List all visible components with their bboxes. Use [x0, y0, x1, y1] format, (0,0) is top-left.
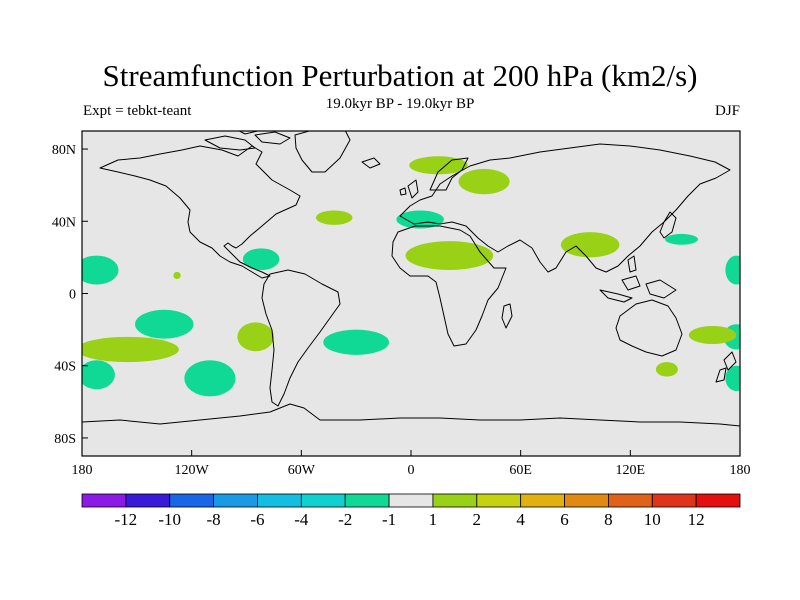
colorbar-swatch	[608, 493, 653, 508]
colorbar-label: -8	[207, 510, 221, 529]
coast-greenland	[294, 131, 351, 173]
colorbar-swatch	[564, 493, 609, 508]
positive-anomaly-region	[458, 168, 510, 195]
colorbar-label: 10	[644, 510, 661, 529]
negative-anomaly-region	[242, 248, 280, 271]
colorbar-swatch	[432, 493, 478, 508]
map-background	[82, 131, 740, 456]
colorbar-swatch	[520, 493, 565, 508]
negative-anomaly-region	[184, 360, 236, 397]
coast-japan	[659, 211, 677, 239]
colorbar-swatch	[81, 493, 127, 508]
negative-anomaly-region	[135, 309, 194, 339]
y-tick-label: 40S	[54, 360, 76, 375]
y-tick-label: 0	[69, 288, 76, 303]
y-tick-label: 80N	[52, 143, 76, 158]
colorbar-label: -4	[294, 510, 309, 529]
colorbar-swatch	[695, 493, 741, 508]
negative-anomaly-region	[323, 329, 390, 355]
negative-anomaly-region	[665, 233, 698, 245]
negative-anomaly-region	[396, 210, 444, 229]
positive-anomaly-region	[315, 210, 353, 225]
colorbar-label: 4	[516, 510, 525, 529]
positive-anomaly-region	[405, 241, 494, 271]
colorbar-label: 2	[473, 510, 482, 529]
positive-anomaly-region	[560, 232, 620, 258]
colorbar-label: -1	[382, 510, 396, 529]
coast-africa	[391, 225, 507, 347]
negative-anomaly-region	[82, 360, 115, 390]
coast-eurasia	[399, 143, 731, 273]
colorbar-swatch	[344, 493, 390, 508]
x-tick-label: 180	[730, 463, 751, 478]
x-axis-ticks: 180 120W 60W 0 60E 120E 180	[72, 450, 751, 478]
colorbar-label: 1	[429, 510, 438, 529]
x-tick-label: 180	[72, 463, 93, 478]
coast-indonesia	[599, 255, 677, 303]
colorbar-swatch	[125, 493, 171, 508]
colorbar-swatch	[651, 493, 697, 508]
colorbar-label: -6	[250, 510, 264, 529]
y-tick-label: 80S	[54, 432, 76, 447]
plot-subtitle: 19.0kyr BP - 19.0kyr BP	[325, 96, 475, 112]
negative-anomaly-region	[725, 255, 740, 285]
colorbar-label: -12	[115, 510, 138, 529]
coastlines	[82, 131, 740, 427]
coast-madagascar	[501, 303, 513, 329]
negative-anomaly-region	[82, 255, 119, 285]
colorbar-label: 6	[560, 510, 569, 529]
coast-antarctica	[82, 403, 740, 427]
anomaly-regions	[82, 156, 740, 397]
x-tick-label: 60W	[288, 463, 316, 478]
coast-south-america	[261, 269, 341, 407]
colorbar-swatch	[388, 493, 434, 508]
colorbar-label: 12	[688, 510, 705, 529]
x-tick-label: 60E	[509, 463, 532, 478]
positive-anomaly-region	[82, 336, 179, 363]
y-axis-ticks: 80N 40N 0 40S 80S	[52, 143, 88, 447]
positive-anomaly-region	[409, 156, 468, 175]
colorbar-label: -10	[158, 510, 181, 529]
colorbar-swatch	[300, 493, 346, 508]
colorbar-swatch	[169, 493, 215, 508]
colorbar-swatch	[476, 493, 522, 508]
x-tick-label: 120W	[175, 463, 210, 478]
positive-anomaly-region	[688, 326, 737, 345]
coast-iceland	[361, 157, 381, 169]
colorbar-swatch	[257, 493, 302, 508]
x-tick-label: 0	[408, 463, 415, 478]
colorbar-label: 8	[604, 510, 613, 529]
colorbar-label: -2	[338, 510, 352, 529]
coast-new-zealand	[715, 351, 737, 383]
x-tick-label: 120E	[616, 463, 646, 478]
positive-anomaly-region	[173, 271, 181, 280]
plot-title: Streamfunction Perturbation at 200 hPa (…	[102, 58, 698, 93]
season-label: DJF	[714, 103, 740, 119]
experiment-label: Expt = tebkt-teant	[83, 103, 192, 119]
coast-north-america	[99, 145, 301, 279]
negative-anomaly-region	[725, 365, 740, 391]
positive-anomaly-region	[237, 322, 274, 352]
colorbar: -12 -10 -8 -6 -4 -2 -1 1 2 4 6 8 10 12	[81, 493, 741, 529]
y-tick-label: 40N	[52, 215, 76, 230]
positive-anomaly-region	[655, 362, 678, 377]
coast-british-isles	[399, 179, 419, 199]
colorbar-swatch	[213, 493, 258, 508]
coast-scandinavia	[429, 157, 469, 191]
coast-australia	[615, 299, 683, 357]
